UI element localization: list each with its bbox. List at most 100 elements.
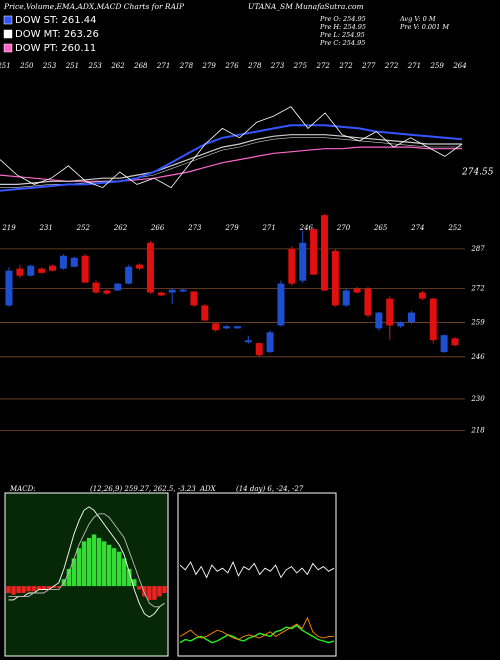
macd-panel xyxy=(4,492,169,657)
top-label: 271 xyxy=(407,62,421,70)
candle-body xyxy=(5,270,13,306)
candle-body xyxy=(288,248,296,284)
histogram-bar xyxy=(46,586,51,590)
candle-body xyxy=(244,340,252,343)
info-text: Pre H: 254.95 xyxy=(319,23,366,31)
top-label: 270 xyxy=(336,224,351,232)
candle-body xyxy=(92,282,100,293)
panel-title: ADX xyxy=(199,485,217,493)
candle-body xyxy=(49,265,57,271)
top-label: 272 xyxy=(338,62,353,70)
candle-body xyxy=(320,215,328,291)
series-line xyxy=(0,106,463,189)
histogram-bar xyxy=(11,586,16,595)
top-label: 272 xyxy=(316,62,331,70)
candle-body xyxy=(81,255,89,283)
histogram-bar xyxy=(91,534,97,587)
histogram-bar xyxy=(142,586,147,597)
candle-body xyxy=(342,290,350,306)
top-label: 262 xyxy=(110,62,125,70)
candle-body xyxy=(16,268,24,276)
top-label: 273 xyxy=(187,224,202,232)
candle-body xyxy=(136,264,144,269)
histogram-bar xyxy=(86,537,92,587)
y-tick-label: 272 xyxy=(470,284,485,292)
top-label: 276 xyxy=(224,62,239,70)
candle-body xyxy=(223,326,231,329)
histogram-bar xyxy=(96,537,102,587)
histogram-bar xyxy=(81,541,87,587)
candle-body xyxy=(386,298,394,326)
histogram-bar xyxy=(21,586,26,593)
top-label: 278 xyxy=(179,62,194,70)
histogram-bar xyxy=(36,586,41,590)
candle-body xyxy=(125,266,133,284)
histogram-bar xyxy=(152,586,157,600)
series-line xyxy=(179,624,335,644)
y-tick-label: 218 xyxy=(470,427,485,435)
top-label: 273 xyxy=(270,62,285,70)
candle-body xyxy=(146,242,154,293)
candle-body xyxy=(59,255,67,269)
top-label: 253 xyxy=(88,62,103,70)
adx-panel xyxy=(177,492,337,657)
top-label: 268 xyxy=(133,62,148,70)
candle-body xyxy=(70,257,78,267)
series-line xyxy=(0,146,462,182)
top-label: 252 xyxy=(76,224,91,232)
candle-body xyxy=(310,229,318,275)
histogram-bar xyxy=(157,586,162,597)
candle-body xyxy=(27,265,35,276)
candle-body xyxy=(255,343,263,356)
histogram-bar xyxy=(6,586,11,593)
candle-body xyxy=(397,322,405,327)
histogram-bar xyxy=(137,586,142,590)
histogram-bar xyxy=(147,586,152,600)
legend-swatch xyxy=(3,29,13,39)
candle-body xyxy=(114,283,122,291)
top-label: 231 xyxy=(38,224,52,232)
top-label: 279 xyxy=(224,224,239,232)
histogram-bar xyxy=(111,548,117,587)
top-label: 251 xyxy=(65,62,79,70)
candle-body xyxy=(157,292,165,296)
histogram-bar xyxy=(101,541,107,587)
candle-body xyxy=(407,312,415,323)
top-label: 250 xyxy=(19,62,34,70)
series-line xyxy=(179,616,334,640)
panel-params: (14 day) 6, -24, -27 xyxy=(236,485,304,493)
top-label: 264 xyxy=(452,62,466,70)
info-text: Pre V: 0.001 M xyxy=(399,23,449,31)
y-tick-label: 287 xyxy=(470,245,485,253)
series-line xyxy=(179,560,335,579)
candle-body xyxy=(266,332,274,353)
candle-body xyxy=(190,291,198,306)
top-label: 246 xyxy=(299,224,314,232)
candle-body xyxy=(331,250,339,306)
info-text: Avg V: 0 M xyxy=(399,15,436,23)
histogram-bar xyxy=(122,558,127,587)
series-line xyxy=(8,513,165,608)
legend-label: DOW ST: 261.44 xyxy=(15,15,97,26)
top-label: 219 xyxy=(1,224,16,232)
histogram-bar xyxy=(132,579,137,587)
top-label: 274 xyxy=(410,224,424,232)
info-text: Pre L: 254.95 xyxy=(319,31,365,39)
legend-swatch xyxy=(3,15,13,25)
top-label: 259 xyxy=(430,62,445,70)
top-label: 279 xyxy=(202,62,217,70)
top-label: 253 xyxy=(42,62,57,70)
top-label: 278 xyxy=(247,62,262,70)
histogram-bar xyxy=(162,586,167,593)
top-label: 277 xyxy=(361,62,376,70)
candle-body xyxy=(418,292,426,299)
histogram-bar xyxy=(76,548,82,587)
top-label: 262 xyxy=(113,224,128,232)
candle-body xyxy=(277,283,285,326)
histogram-bar xyxy=(41,586,46,590)
panel-params: (12,26,9) 259.27, 262.5, -3.23 xyxy=(90,485,196,493)
histogram-bar xyxy=(66,568,72,587)
candle-body xyxy=(440,335,448,353)
legend-label: DOW MT: 263.26 xyxy=(15,29,99,40)
